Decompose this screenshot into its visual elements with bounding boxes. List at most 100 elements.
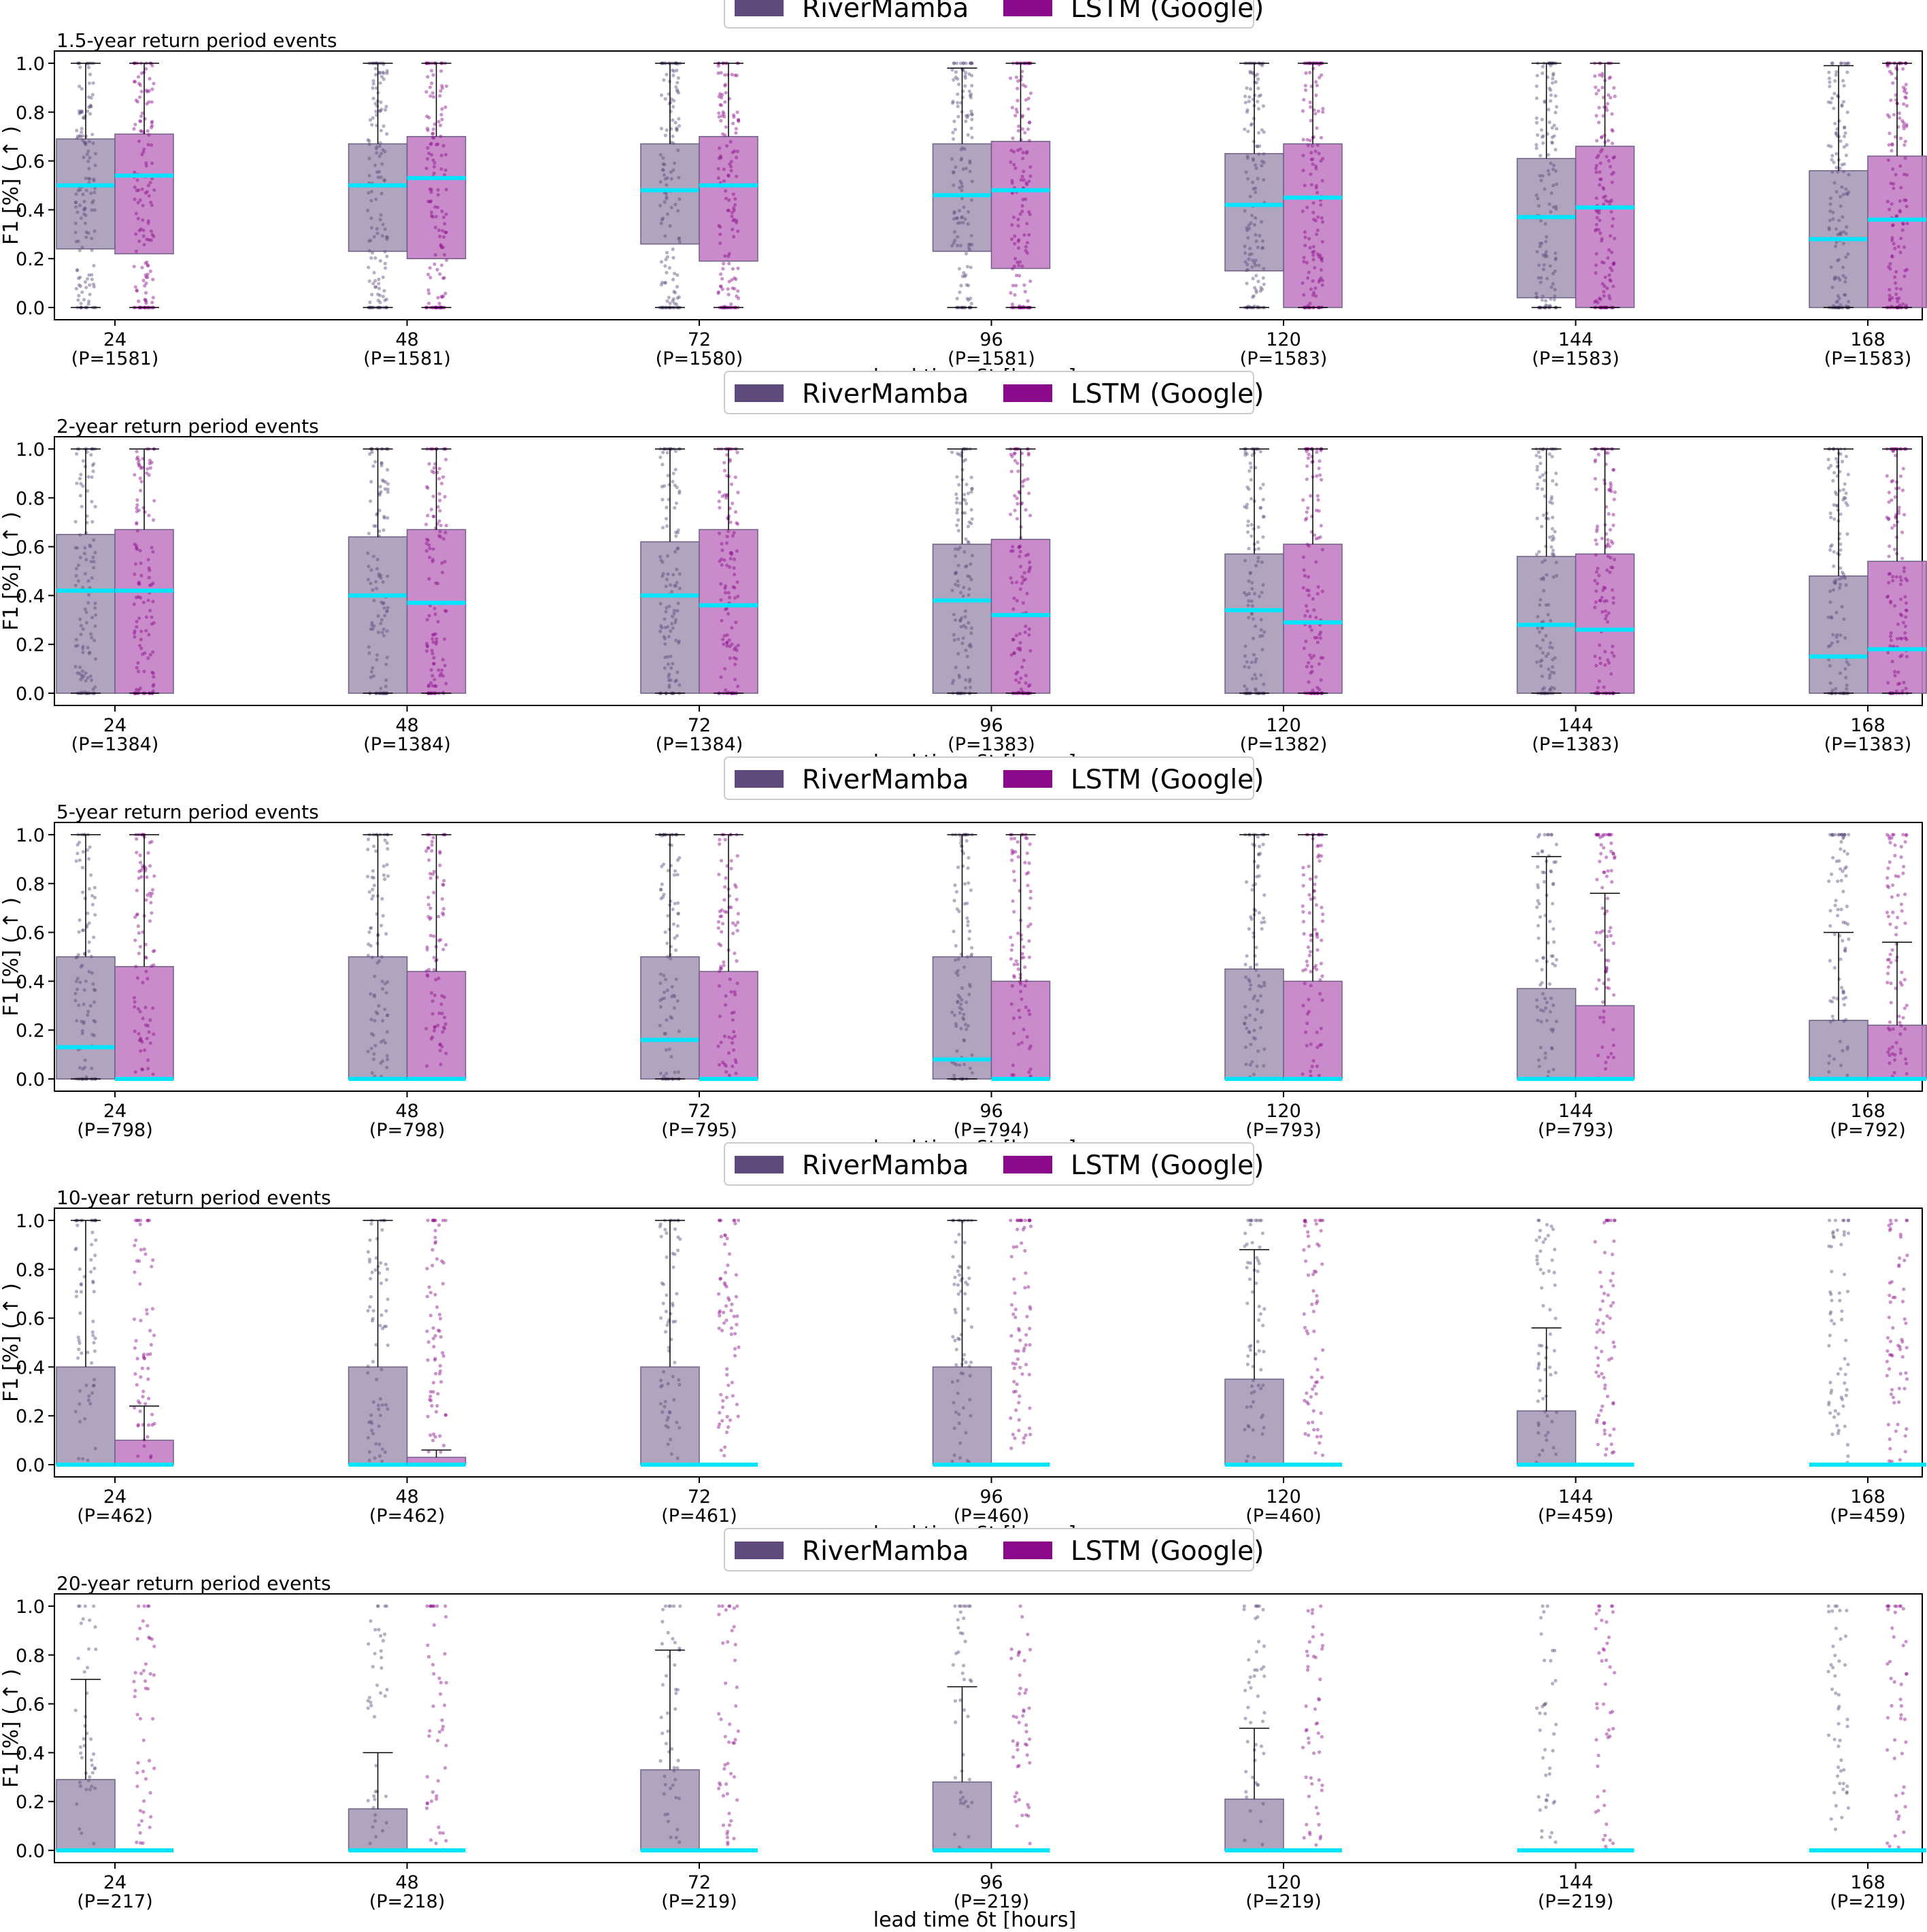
scatter-point-rivermamba: [1845, 687, 1848, 690]
scatter-point-lstm: [443, 664, 446, 667]
scatter-point-lstm: [434, 684, 437, 688]
y-tick-label: 0.0: [16, 684, 45, 705]
scatter-point-lstm: [440, 107, 443, 111]
scatter-point-lstm: [430, 844, 433, 847]
scatter-point-rivermamba: [1250, 587, 1254, 590]
box-lstm: [992, 141, 1050, 269]
scatter-point-lstm: [1301, 169, 1305, 172]
scatter-point-rivermamba: [950, 450, 954, 454]
scatter-point-rivermamba: [669, 1055, 673, 1059]
scatter-point-rivermamba: [1538, 476, 1541, 479]
scatter-point-rivermamba: [1259, 286, 1262, 289]
scatter-point-lstm: [1316, 1065, 1319, 1068]
scatter-point-lstm: [1888, 262, 1892, 265]
scatter-point-lstm: [1026, 1035, 1029, 1039]
scatter-point-lstm: [1594, 114, 1598, 118]
scatter-point-lstm: [147, 184, 150, 187]
scatter-point-rivermamba: [1539, 646, 1542, 650]
scatter-point-rivermamba: [659, 888, 663, 891]
scatter-point-lstm: [1027, 180, 1030, 183]
scatter-point-lstm: [1307, 893, 1311, 897]
scatter-point-lstm: [427, 301, 431, 305]
scatter-point-lstm: [1028, 1047, 1031, 1050]
scatter-point-rivermamba: [673, 506, 676, 510]
scatter-point-lstm: [146, 1067, 150, 1070]
scatter-point-rivermamba: [958, 186, 961, 189]
scatter-point-rivermamba: [1843, 636, 1847, 639]
scatter-point-lstm: [1320, 268, 1323, 271]
scatter-point-rivermamba: [93, 988, 96, 991]
scatter-point-lstm: [1309, 897, 1313, 901]
scatter-point-rivermamba: [380, 163, 384, 166]
scatter-point-lstm: [1886, 595, 1890, 598]
scatter-point-rivermamba: [1255, 963, 1258, 966]
scatter-point-rivermamba: [956, 244, 959, 247]
scatter-point-rivermamba: [374, 73, 378, 76]
scatter-point-rivermamba: [1831, 633, 1834, 637]
scatter-point-rivermamba: [74, 644, 78, 648]
scatter-point-rivermamba: [964, 120, 967, 123]
scatter-point-lstm: [148, 77, 151, 80]
scatter-point-rivermamba: [76, 298, 80, 301]
scatter-point-lstm: [1902, 86, 1905, 89]
scatter-point-lstm: [733, 883, 737, 886]
scatter-point-lstm: [1603, 276, 1607, 279]
scatter-point-lstm: [723, 100, 726, 103]
scatter-point-lstm: [135, 912, 139, 916]
scatter-point-rivermamba: [1539, 219, 1543, 222]
scatter-point-lstm: [1597, 106, 1601, 110]
scatter-point-rivermamba: [667, 869, 670, 872]
scatter-point-rivermamba: [665, 129, 669, 132]
scatter-point-rivermamba: [386, 1014, 389, 1017]
scatter-point-lstm: [139, 476, 142, 480]
scatter-point-rivermamba: [1844, 187, 1847, 190]
scatter-point-lstm: [429, 142, 433, 146]
scatter-point-lstm: [429, 276, 432, 279]
scatter-point-rivermamba: [75, 287, 78, 290]
scatter-point-rivermamba: [1259, 450, 1262, 453]
scatter-point-lstm: [731, 73, 734, 76]
scatter-point-lstm: [1026, 107, 1030, 111]
scatter-point-lstm: [1894, 282, 1897, 285]
scatter-point-rivermamba: [386, 606, 389, 610]
scatter-point-rivermamba: [658, 204, 662, 207]
scatter-point-rivermamba: [663, 990, 666, 994]
scatter-point-lstm: [1888, 500, 1891, 503]
scatter-point-lstm: [144, 1005, 147, 1009]
scatter-point-lstm: [1897, 245, 1900, 248]
scatter-point-rivermamba: [970, 127, 973, 130]
scatter-point-lstm: [724, 591, 727, 595]
scatter-point-lstm: [150, 546, 154, 549]
scatter-point-rivermamba: [1539, 664, 1543, 667]
scatter-point-rivermamba: [1832, 181, 1836, 184]
scatter-point-rivermamba: [1249, 221, 1252, 224]
scatter-point-lstm: [1009, 837, 1013, 840]
scatter-point-lstm: [445, 524, 448, 527]
scatter-point-lstm: [1307, 865, 1310, 868]
scatter-point-rivermamba: [1549, 297, 1552, 301]
scatter-point-lstm: [135, 596, 138, 599]
box-rivermamba: [1225, 554, 1284, 693]
scatter-point-rivermamba: [1249, 983, 1252, 986]
x-count-label: (P=1384): [363, 734, 451, 755]
scatter-point-lstm: [720, 930, 723, 933]
scatter-point-lstm: [1903, 595, 1907, 599]
scatter-point-rivermamba: [1537, 937, 1540, 940]
scatter-point-rivermamba: [1247, 665, 1251, 669]
scatter-point-lstm: [1895, 214, 1898, 218]
scatter-point-lstm: [1597, 88, 1601, 92]
scatter-point-lstm: [727, 293, 731, 296]
scatter-point-rivermamba: [379, 176, 382, 179]
scatter-point-rivermamba: [1544, 544, 1547, 548]
scatter-point-lstm: [439, 89, 442, 93]
scatter-point-lstm: [1609, 234, 1612, 237]
scatter-point-rivermamba: [968, 90, 971, 93]
scatter-point-lstm: [1016, 110, 1019, 114]
x-count-label: (P=793): [1245, 1120, 1322, 1141]
scatter-point-rivermamba: [379, 686, 382, 690]
scatter-point-rivermamba: [966, 265, 969, 268]
scatter-point-rivermamba: [1837, 276, 1840, 280]
scatter-point-lstm: [732, 113, 735, 116]
scatter-point-lstm: [1027, 1071, 1030, 1074]
scatter-point-lstm: [135, 522, 138, 526]
